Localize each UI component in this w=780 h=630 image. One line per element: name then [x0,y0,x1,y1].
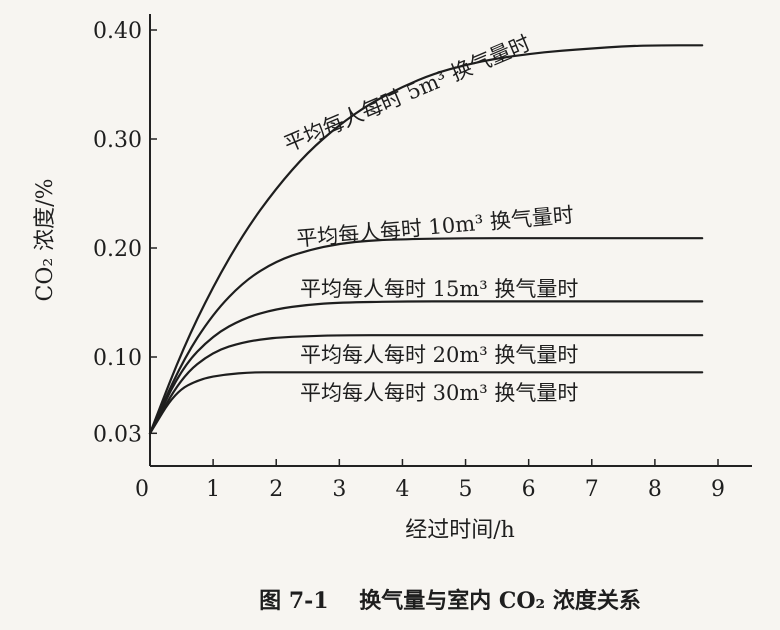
x-tick-label: 3 [332,477,346,502]
series-curves [148,44,704,435]
series-line-2 [148,300,704,435]
x-tick-label: 5 [459,477,473,502]
y-axis-title: CO₂ 浓度/% [33,179,58,302]
series-label-20m3: 平均每人每时 20m³ 换气量时 [300,343,578,367]
series-label-10m3: 平均每人每时 10m³ 换气量时 [295,203,574,251]
y-tick-label: 0.30 [93,128,142,153]
series-label-30m3: 平均每人每时 30m³ 换气量时 [300,381,578,405]
y-tick-label: 0.40 [93,19,142,44]
series-label-15m3: 平均每人每时 15m³ 换气量时 [300,277,578,301]
y-tick-label: 0.20 [93,237,142,262]
series-line-4 [148,371,704,435]
x-tick-label: 6 [522,477,536,502]
series-line-1 [148,237,704,435]
y-tick-label: 0.10 [93,346,142,371]
x-tick-label: 9 [711,477,725,502]
series-line-3 [148,334,704,435]
x-tick-label: 2 [269,477,283,502]
y-tick-label: 0.03 [93,422,142,447]
series-line-0 [148,44,704,435]
axes: 0 1 2 3 4 5 6 7 8 9 0.40 0.30 0.20 0.10 0.03 [93,14,752,502]
x-tick-label: 4 [395,477,409,502]
x-tick-label: 0 [135,477,149,502]
x-tick-label: 7 [585,477,599,502]
x-tick-label: 8 [648,477,662,502]
series-labels: 平均每人每时 5m³ 换气量时 平均每人每时 10m³ 换气量时 平均每人每时 … [281,31,579,405]
figure-caption: 图 7-1 换气量与室内 CO₂ 浓度关系 [259,588,641,614]
series-label-5m3: 平均每人每时 5m³ 换气量时 [281,31,534,157]
x-tick-label: 1 [206,477,220,502]
x-axis-title: 经过时间/h [405,518,515,543]
